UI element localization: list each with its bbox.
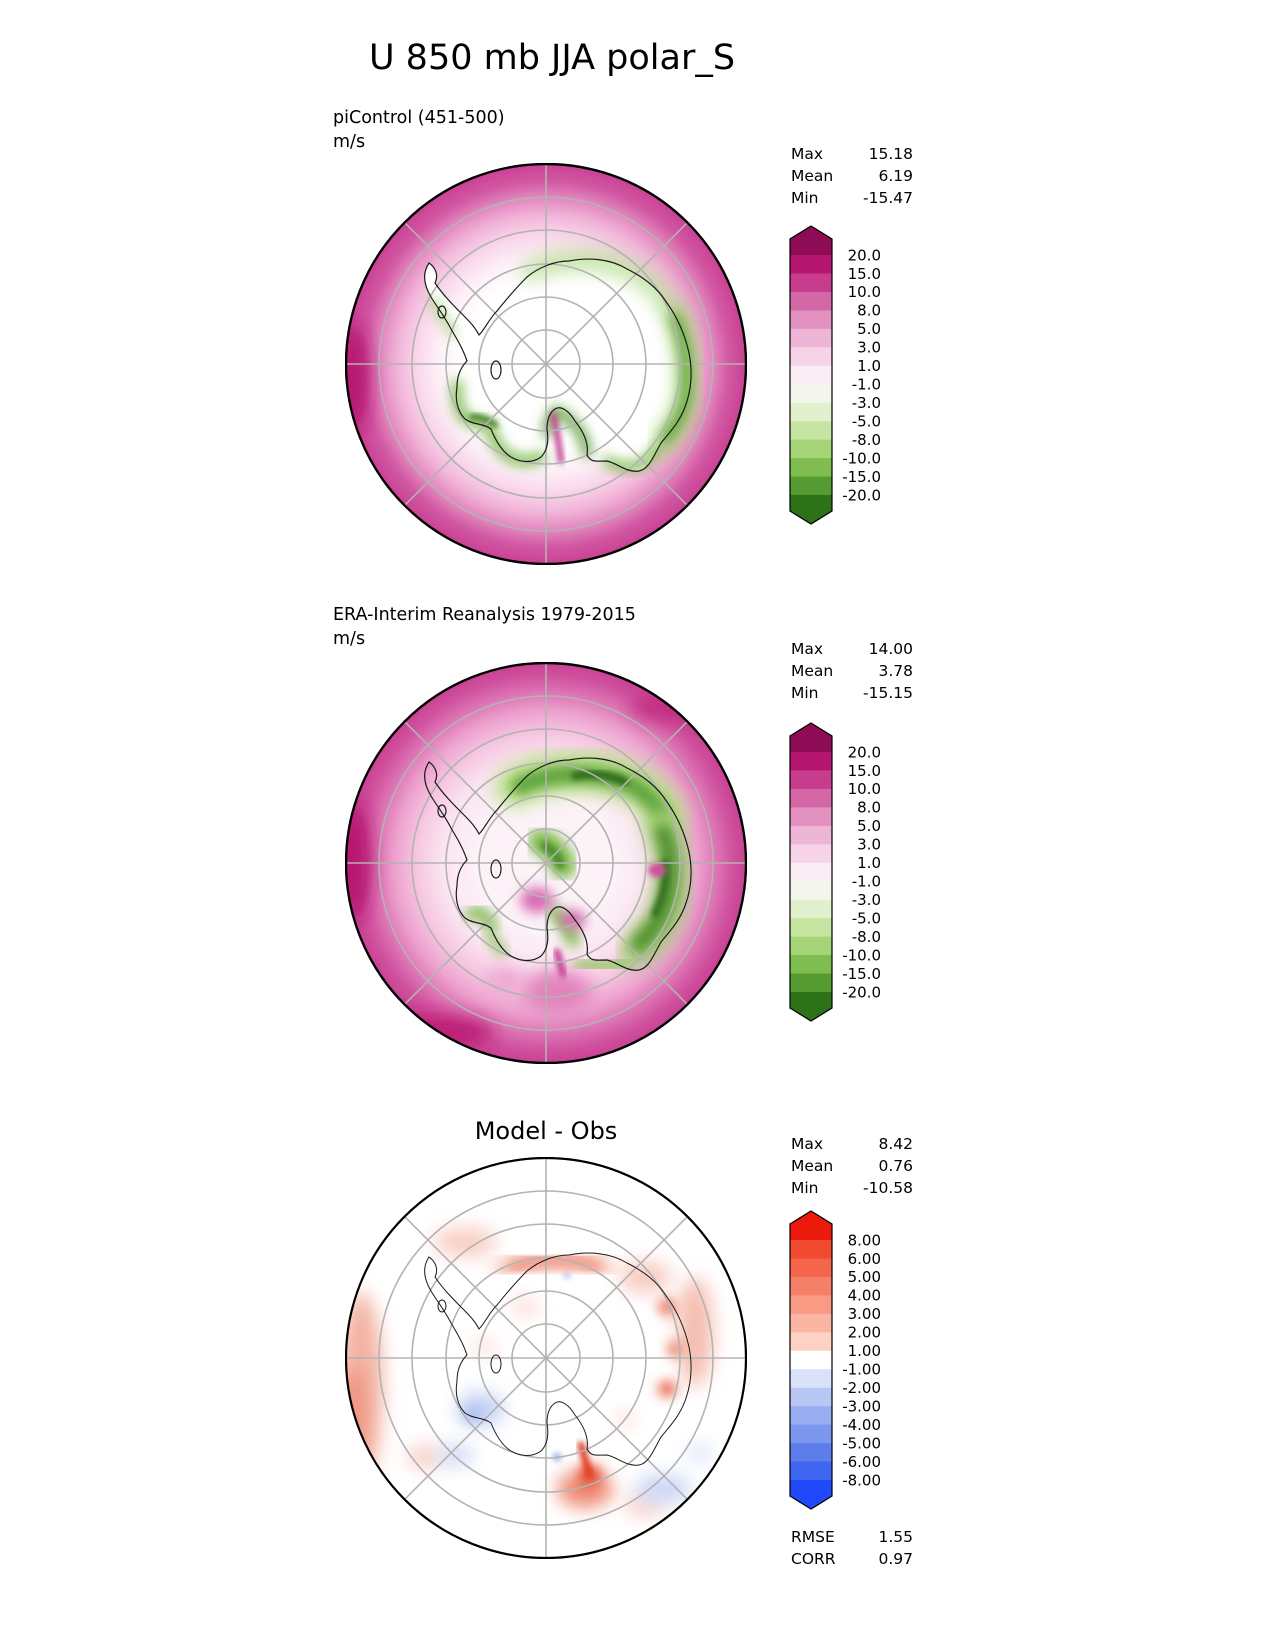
colorbar-era: 20.0 15.0 10.0 8.0 5.0 3.0 1.0 -1.0 -3.0 -5.0 -8.0…	[788, 721, 884, 1023]
colorbar-tick-label: 5.00	[848, 1268, 881, 1286]
panel2-dataset-label: ERA-Interim Reanalysis 1979-2015	[333, 605, 636, 625]
colorbar-tick-label: 2.00	[848, 1324, 881, 1342]
colorbar-tick-label: 1.00	[848, 1342, 881, 1360]
colorbar-tick-label: 1.0	[857, 854, 881, 872]
stat-value: 3.78	[878, 661, 913, 680]
stat-row: CORR 0.97	[791, 1549, 913, 1571]
stat-value: 8.42	[878, 1135, 913, 1153]
colorbar-tick-label: -5.00	[842, 1434, 881, 1452]
colorbar-tick-label: 8.00	[848, 1231, 881, 1249]
colorbar-tick-label: -3.00	[842, 1397, 881, 1415]
stat-value: -10.58	[863, 1178, 913, 1197]
stat-value: -15.15	[863, 683, 913, 702]
colorbar-tick-label: 5.0	[857, 817, 881, 835]
stat-row: Max 14.00	[791, 639, 913, 661]
colorbar-svg: 20.015.010.08.05.03.01.0-1.0-3.0-5.0-8.0…	[789, 225, 881, 525]
panel1-label: piControl (451-500) m/s	[333, 106, 505, 154]
colorbar-tick-label: 8.0	[857, 799, 881, 817]
colorbar-tick-label: -8.0	[852, 431, 881, 449]
colorbar-tick-label: 20.0	[848, 743, 881, 761]
colorbar-tick-label: 8.0	[857, 302, 881, 320]
stats-block-diff: Max 8.42 Mean 0.76 Min -10.58	[791, 1134, 913, 1199]
colorbar-tick-label: -10.0	[842, 946, 881, 964]
stat-label: RMSE	[791, 1528, 835, 1546]
stat-label: Max	[791, 145, 824, 163]
colorbar-svg: 20.015.010.08.05.03.01.0-1.0-3.0-5.0-8.0…	[789, 722, 881, 1022]
panel1-units-label: m/s	[333, 132, 366, 152]
stat-label: Mean	[791, 661, 834, 680]
stat-row: Min -15.15	[791, 683, 913, 705]
map-era-interim	[345, 662, 747, 1064]
colorbar-tick-label: -15.0	[842, 965, 881, 983]
panel1-dataset-label: piControl (451-500)	[333, 108, 505, 128]
stat-label: Min	[791, 188, 819, 207]
stat-row: Max 8.42	[791, 1134, 913, 1156]
colorbar-diff: 8.00 6.00 5.00 4.00 3.00 2.00 1.00 -1.00 -2.00 -3…	[788, 1209, 884, 1511]
stat-value: 15.18	[868, 145, 913, 163]
colorbar-tick-label: -2.00	[842, 1379, 881, 1397]
colorbar-tick-label: 3.0	[857, 836, 881, 854]
colorbar-tick-label: 10.0	[848, 780, 881, 798]
colorbar-tick-label: 6.00	[848, 1250, 881, 1268]
stat-row: Min -10.58	[791, 1178, 913, 1200]
stat-row: Mean 6.19	[791, 166, 913, 188]
stat-value: 14.00	[868, 640, 913, 658]
stat-row: Max 15.18	[791, 144, 913, 166]
colorbar-tick-label: -8.00	[842, 1471, 881, 1489]
colorbar-tick-label: -20.0	[842, 983, 881, 1001]
colorbar-tick-label: -1.0	[852, 873, 881, 891]
stat-row: RMSE 1.55	[791, 1527, 913, 1549]
colorbar-tick-label: -5.0	[852, 909, 881, 927]
stat-value: 0.76	[878, 1156, 913, 1175]
stat-row: Mean 3.78	[791, 661, 913, 683]
colorbar-tick-label: -3.0	[852, 891, 881, 909]
panel2-label: ERA-Interim Reanalysis 1979-2015 m/s	[333, 603, 636, 651]
stat-row: Mean 0.76	[791, 1156, 913, 1178]
figure-title: U 850 mb JJA polar_S	[368, 38, 736, 78]
colorbar-tick-label: 10.0	[848, 283, 881, 301]
colorbar-tick-label: 3.00	[848, 1305, 881, 1323]
stat-label: Max	[791, 1135, 824, 1153]
stats-block-picontrol: Max 15.18 Mean 6.19 Min -15.47	[791, 144, 913, 209]
colorbar-tick-label: -15.0	[842, 468, 881, 486]
stat-label: Mean	[791, 1156, 834, 1175]
stat-value: 1.55	[878, 1528, 913, 1546]
colorbar-tick-label: -10.0	[842, 449, 881, 467]
colorbar-tick-label: -3.0	[852, 394, 881, 412]
colorbar-tick-label: -8.0	[852, 928, 881, 946]
stat-label: Max	[791, 640, 824, 658]
stat-row: Min -15.47	[791, 188, 913, 210]
colorbar-tick-label: 15.0	[848, 762, 881, 780]
colorbar-tick-label: 3.0	[857, 339, 881, 357]
stat-label: Mean	[791, 166, 834, 185]
colorbar-tick-label: 5.0	[857, 320, 881, 338]
colorbar-tick-label: 4.00	[848, 1287, 881, 1305]
stats-block-era: Max 14.00 Mean 3.78 Min -15.15	[791, 639, 913, 704]
stat-value: 0.97	[878, 1549, 913, 1568]
colorbar-tick-label: -6.00	[842, 1453, 881, 1471]
map-model-minus-obs	[345, 1157, 747, 1559]
colorbar-tick-label: 1.0	[857, 357, 881, 375]
panel2-units-label: m/s	[333, 629, 366, 649]
stat-value: -15.47	[863, 188, 913, 207]
stat-value: 6.19	[878, 166, 913, 185]
colorbar-svg: 8.006.005.004.003.002.001.00-1.00-2.00-3…	[789, 1210, 881, 1510]
stat-label: Min	[791, 1178, 819, 1197]
diff-panel-title: Model - Obs	[474, 1117, 618, 1145]
stat-label: Min	[791, 683, 819, 702]
colorbar-tick-label: -5.0	[852, 412, 881, 430]
colorbar-tick-label: 15.0	[848, 265, 881, 283]
colorbar-tick-label: -1.00	[842, 1361, 881, 1379]
stat-label: CORR	[791, 1549, 836, 1568]
colorbar-picontrol: 20.0 15.0 10.0 8.0 5.0 3.0 1.0 -1.0 -3.0 -5.0 -8.0…	[788, 224, 884, 526]
colorbar-tick-label: -20.0	[842, 486, 881, 504]
colorbar-tick-label: -1.0	[852, 376, 881, 394]
colorbar-tick-label: -4.00	[842, 1416, 881, 1434]
map-picontrol	[345, 163, 747, 565]
colorbar-tick-label: 20.0	[848, 246, 881, 264]
metrics-block: RMSE 1.55 CORR 0.97	[791, 1527, 913, 1571]
